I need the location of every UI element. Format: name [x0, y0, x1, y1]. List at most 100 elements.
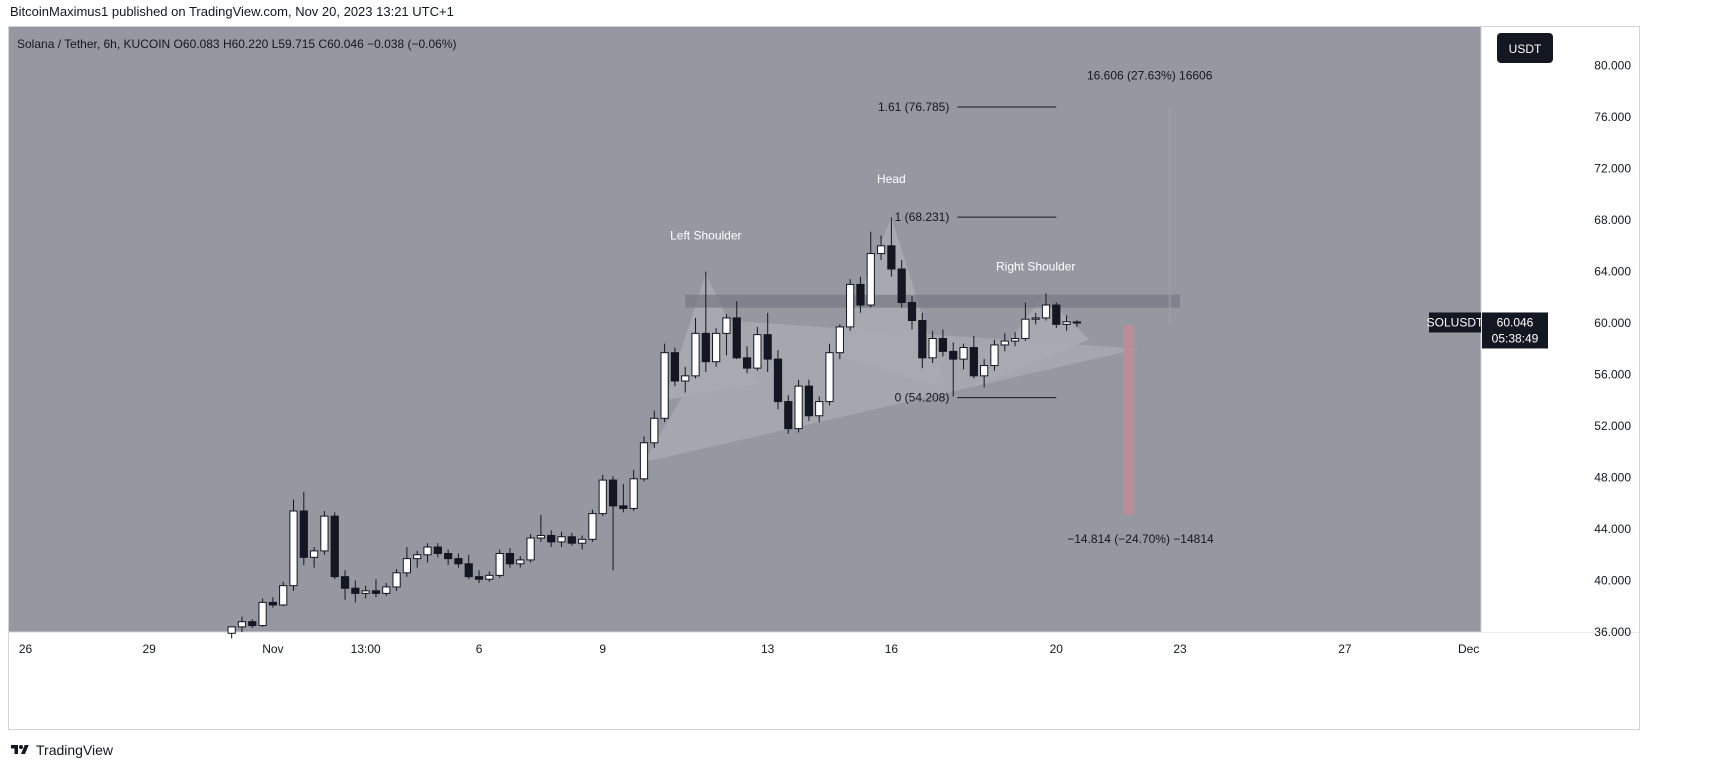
candle — [258, 601, 267, 627]
time-tick-label: 13:00 — [351, 642, 381, 656]
price-tick-label: 60.000 — [1594, 316, 1631, 330]
pattern-label: Left Shoulder — [670, 228, 741, 242]
candle — [897, 268, 906, 303]
candle — [619, 505, 628, 509]
fib-level-label: 0 (54.208) — [895, 391, 950, 405]
ohlc-legend-part: H — [223, 37, 232, 51]
chart-frame[interactable]: −14.814 (−24.70%) −14814 16.606 (27.63%) … — [8, 26, 1640, 730]
candle — [516, 559, 525, 565]
candle — [804, 385, 814, 417]
candle — [608, 479, 618, 507]
symbol-tag-label: SOLUSDT — [1427, 315, 1484, 329]
price-tick-label: 36.000 — [1594, 625, 1631, 639]
candle — [990, 344, 999, 367]
candle — [773, 358, 783, 403]
time-tick-label: 23 — [1173, 642, 1187, 656]
candle — [907, 301, 917, 321]
candle — [959, 347, 968, 360]
footer-brand: TradingView — [36, 742, 114, 758]
candle — [1000, 340, 1009, 346]
fib-level-label: 1.61 (76.785) — [878, 100, 949, 114]
time-tick-label: 27 — [1338, 642, 1352, 656]
candle — [340, 576, 350, 589]
candle — [248, 621, 257, 627]
ohlc-legend: Solana / Tether, 6h, KUCOIN O60.083 H60.… — [17, 37, 457, 51]
price-tick-label: 64.000 — [1594, 265, 1631, 279]
candle — [949, 350, 958, 360]
candle — [712, 332, 721, 363]
candle — [639, 442, 649, 480]
price-tick-label: 72.000 — [1594, 162, 1631, 176]
time-tick-label: Dec — [1458, 642, 1479, 656]
candle — [382, 586, 391, 594]
candle — [660, 352, 669, 419]
candle — [815, 401, 824, 417]
pattern-label: Right Shoulder — [996, 259, 1075, 273]
candle — [753, 334, 762, 369]
ohlc-legend-part: 60.083 — [183, 37, 220, 51]
candle — [825, 352, 834, 403]
price-tick-label: 80.000 — [1594, 59, 1631, 73]
candle — [392, 572, 401, 588]
symbol-tag — [1429, 312, 1481, 333]
ohlc-legend-part: O — [174, 37, 183, 51]
candle — [938, 338, 948, 352]
resistance-zone — [685, 294, 1181, 308]
short-target-label: −14.814 (−24.70%) −14814 — [1067, 532, 1214, 546]
price-tick-label: 68.000 — [1594, 213, 1631, 227]
candle — [1031, 317, 1040, 320]
candle — [474, 576, 484, 580]
candle — [310, 550, 319, 558]
candle — [268, 601, 277, 606]
currency-button[interactable] — [1497, 33, 1553, 63]
candle — [598, 479, 607, 515]
price-tick-label: 48.000 — [1594, 471, 1631, 485]
price-tick-label: 40.000 — [1594, 574, 1631, 588]
left-shoulder-shape — [664, 274, 760, 401]
time-tick-label: 16 — [885, 642, 899, 656]
ohlc-legend-part: C — [318, 37, 327, 51]
currency-button-label: USDT — [1509, 42, 1542, 56]
right-shoulder-shape — [973, 294, 1090, 388]
candle — [969, 347, 978, 377]
candle — [320, 515, 329, 552]
candle — [557, 536, 566, 543]
candle — [784, 401, 793, 430]
candle — [980, 365, 989, 377]
price-tick-label: 56.000 — [1594, 368, 1631, 382]
candle — [454, 558, 463, 565]
candle — [495, 552, 504, 576]
candle — [330, 515, 339, 578]
candle — [371, 590, 381, 594]
time-tick-label: 26 — [19, 642, 33, 656]
candle — [547, 534, 556, 543]
candle — [1052, 304, 1061, 325]
long-target-bar — [1168, 109, 1171, 324]
current-price-value: 60.046 — [1497, 315, 1534, 329]
time-tick-label: 20 — [1050, 642, 1064, 656]
candle — [464, 563, 473, 578]
price-tick-label: 44.000 — [1594, 522, 1631, 536]
ohlc-legend-part: −0.038 (−0.06%) — [367, 37, 456, 51]
candle — [485, 574, 494, 580]
ohlc-legend-part: 59.715 — [278, 37, 315, 51]
chart[interactable]: −14.814 (−24.70%) −14814 16.606 (27.63%) … — [9, 27, 1639, 729]
candle — [505, 552, 515, 565]
candle — [1062, 321, 1071, 325]
ohlc-legend-part: 60.046 — [327, 37, 364, 51]
candle — [670, 352, 680, 382]
ohlc-legend-part: L — [272, 37, 279, 51]
candle — [289, 510, 298, 587]
candle — [763, 334, 772, 360]
candle — [835, 326, 844, 354]
time-tick-label: 29 — [143, 642, 157, 656]
publisher-line: BitcoinMaximus1 published on TradingView… — [10, 4, 454, 19]
candle — [578, 538, 587, 544]
candle — [1041, 304, 1051, 319]
time-tick-label: 6 — [476, 642, 483, 656]
candle — [279, 585, 288, 606]
candle — [444, 552, 453, 560]
candle — [918, 319, 927, 359]
long-target-label: 16.606 (27.63%) 16606 — [1087, 68, 1213, 82]
candle — [928, 338, 937, 359]
